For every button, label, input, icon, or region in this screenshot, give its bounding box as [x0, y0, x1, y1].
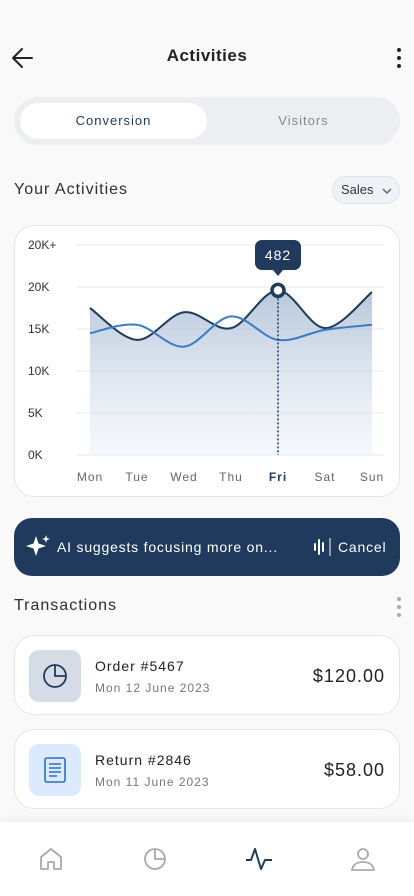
page-title: Activities [166, 46, 248, 65]
back-button[interactable] [10, 46, 36, 70]
ai-banner[interactable]: AI suggests focusing more on... Cancel [14, 518, 400, 576]
transactions-menu[interactable] [392, 596, 406, 618]
transaction-amount: $58.00 [323, 760, 385, 780]
y-tick-label: 5K [28, 406, 43, 420]
transaction-row[interactable]: Return #2846 Mon 11 June 2023 $58.00 [14, 729, 400, 809]
y-tick-label: 20K [28, 280, 49, 294]
x-tick-label: Wed [170, 470, 197, 484]
tab-active[interactable]: Conversion [20, 103, 207, 139]
tooltip-arrow [273, 270, 283, 276]
y-tick-label: 0K [28, 448, 43, 462]
x-tick-label: Tue [125, 470, 148, 484]
transaction-title: Order #5467 [95, 658, 185, 674]
section-title: Your Activities [14, 181, 129, 198]
y-tick-label: 15K [28, 322, 49, 336]
tooltip-label: 482 [265, 247, 291, 263]
icon [29, 650, 81, 702]
nav-activity[interactable] [245, 846, 273, 872]
chart: 0K 5K 10K 15K 20K 20K+ Mon Tue Wed Thu Fri Sat Sun 48… [28, 238, 384, 484]
tooltip [255, 240, 301, 270]
segmented-control: Conversion Visitors [14, 97, 400, 145]
icon [29, 744, 81, 796]
x-tick-label: Fri [269, 470, 287, 484]
x-tick-label: Sat [314, 470, 335, 484]
dropdown-label: Sales [341, 182, 374, 197]
y-tick-label: 20K+ [28, 238, 56, 252]
cancel-button[interactable]: Cancel [338, 539, 387, 555]
transaction-title: Return #2846 [95, 752, 192, 768]
nav-stats[interactable] [142, 846, 168, 872]
x-tick-label: Mon [77, 470, 103, 484]
more-menu[interactable] [392, 46, 406, 70]
transaction-amount: $120.00 [312, 666, 385, 686]
tab[interactable]: Visitors [278, 113, 329, 128]
nav-profile[interactable] [350, 846, 376, 872]
bottom-nav [0, 822, 414, 896]
nav-home[interactable] [38, 846, 64, 872]
transaction-date: Mon 11 June 2023 [95, 775, 210, 789]
area [90, 290, 372, 455]
line [89, 289, 373, 341]
x-tick-label: Sun [360, 470, 384, 484]
dropdown[interactable]: Sales [332, 176, 400, 204]
transaction-date: Mon 12 June 2023 [95, 681, 211, 695]
x-tick-label: Thu [219, 470, 243, 484]
ai-text: AI suggests focusing more on... [57, 539, 278, 555]
transaction-row[interactable]: Order #5467 Mon 12 June 2023 $120.00 [14, 635, 400, 715]
point [270, 282, 286, 299]
y-tick-label: 10K [28, 364, 49, 378]
transactions-title: Transactions [14, 597, 117, 614]
line [89, 315, 373, 348]
